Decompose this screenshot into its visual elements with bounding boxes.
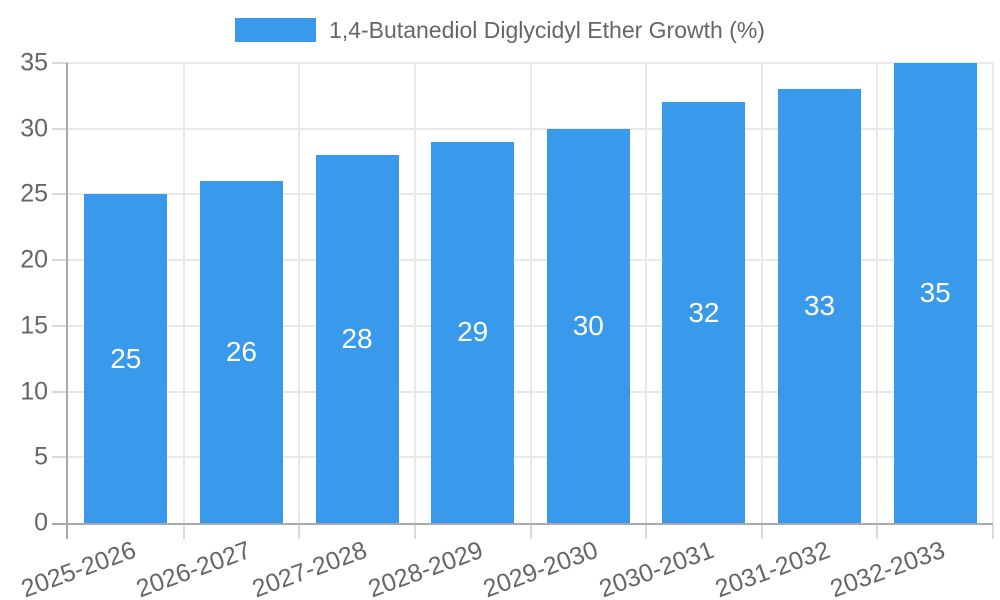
y-tick-label: 5 [34, 442, 48, 471]
bar[interactable] [84, 194, 168, 523]
chart-legend[interactable]: 1,4-Butanediol Diglycidyl Ether Growth (… [0, 14, 1000, 46]
x-tick-label: 2030-2031 [595, 536, 718, 600]
y-tick-label: 35 [20, 48, 48, 77]
x-gridline [760, 63, 763, 523]
y-tick-mark [52, 259, 68, 262]
y-tick-label: 15 [20, 311, 48, 340]
bar[interactable] [431, 141, 515, 523]
x-tick-mark [992, 525, 994, 539]
x-tick-mark [413, 525, 416, 539]
y-tick-mark [52, 324, 68, 327]
bar[interactable] [546, 128, 630, 523]
bar[interactable] [893, 63, 977, 523]
y-tick-label: 20 [20, 245, 48, 274]
x-tick-mark [298, 525, 301, 539]
y-tick-mark [52, 390, 68, 393]
bar-value-label: 25 [110, 342, 142, 374]
x-gridline [992, 63, 994, 523]
x-tick-mark [182, 525, 185, 539]
x-tick-mark [645, 525, 648, 539]
x-gridline [182, 63, 185, 523]
legend-label: 1,4-Butanediol Diglycidyl Ether Growth (… [329, 16, 765, 43]
bar-value-label: 30 [572, 309, 604, 341]
x-tick-mark [876, 525, 879, 539]
y-tick-mark [52, 127, 68, 130]
x-tick-mark [529, 525, 532, 539]
x-tick-label: 2028-2029 [364, 536, 487, 600]
x-gridline [413, 63, 416, 523]
x-tick-label: 2032-2033 [826, 536, 949, 600]
y-tick-label: 25 [20, 179, 48, 208]
y-tick-label: 0 [34, 508, 48, 537]
bar-value-label: 33 [803, 290, 836, 322]
x-tick-label: 2029-2030 [479, 536, 602, 600]
bar[interactable] [199, 181, 283, 523]
bar-value-label: 29 [457, 316, 489, 348]
y-tick-label: 10 [20, 377, 48, 406]
x-gridline [529, 63, 532, 523]
x-gridline [645, 63, 648, 523]
bar-value-label: 28 [341, 323, 373, 354]
x-tick-label: 2031-2032 [711, 536, 834, 600]
y-tick-mark [52, 193, 68, 196]
x-tick-mark [760, 525, 763, 539]
y-tick-mark [52, 456, 68, 459]
bar[interactable] [315, 155, 399, 523]
x-axis-line [52, 523, 993, 525]
bar[interactable] [778, 89, 862, 523]
y-axis-line [66, 63, 68, 539]
x-gridline [298, 63, 301, 523]
y-tick-label: 30 [20, 114, 48, 143]
x-tick-label: 2025-2026 [17, 536, 140, 600]
bar-value-label: 32 [688, 296, 720, 328]
x-tick-label: 2027-2028 [248, 536, 371, 600]
bar[interactable] [662, 102, 746, 523]
bar-value-label: 35 [919, 277, 951, 308]
x-tick-label: 2026-2027 [133, 536, 256, 600]
y-tick-mark [52, 62, 68, 64]
x-gridline [876, 63, 879, 523]
bar-value-label: 26 [225, 336, 258, 368]
legend-swatch-icon[interactable] [235, 18, 317, 42]
